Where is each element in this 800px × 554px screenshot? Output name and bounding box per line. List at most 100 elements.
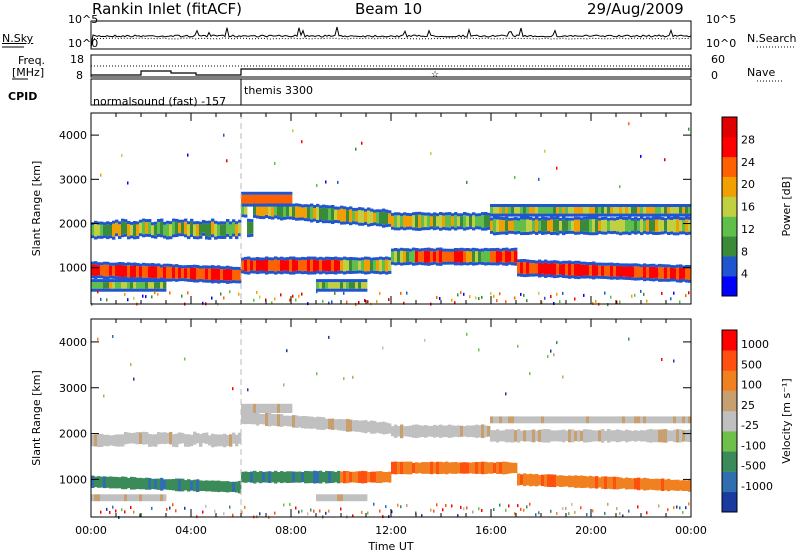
power-cell <box>523 216 527 220</box>
power-heatmap-cells <box>91 122 692 307</box>
power-colorbar-segment <box>722 117 737 138</box>
power-cell <box>247 191 251 195</box>
velocity-cell <box>649 479 653 490</box>
power-cell <box>493 248 497 252</box>
power-cell <box>139 233 143 237</box>
power-cell <box>442 215 446 227</box>
power-cell <box>289 203 293 207</box>
power-cell <box>223 221 227 225</box>
power-cell <box>187 236 191 240</box>
power-cell <box>211 221 215 235</box>
power-cell <box>265 191 269 195</box>
power-cell <box>649 213 653 217</box>
power-cell <box>196 265 200 268</box>
power-cell <box>421 227 425 231</box>
power-cell <box>574 213 578 217</box>
power-cell <box>223 235 227 239</box>
velocity-cell <box>466 462 470 474</box>
velocity-cell <box>505 429 509 443</box>
power-cell <box>601 231 605 235</box>
power-cell <box>598 204 602 207</box>
power-cell <box>430 248 434 252</box>
power-cell <box>331 260 335 272</box>
power-cell <box>184 265 188 269</box>
power-cell <box>406 262 410 266</box>
power-noise-cell <box>265 298 267 302</box>
power-cell <box>571 207 575 214</box>
velocity-cell <box>340 419 344 431</box>
power-cell <box>265 194 269 204</box>
power-cell <box>532 220 536 231</box>
velocity-noise-cell <box>457 514 459 518</box>
power-cell <box>160 267 164 278</box>
power-cell <box>256 191 260 195</box>
velocity-cell <box>376 471 380 483</box>
power-cell <box>298 203 302 207</box>
power-cell <box>688 265 692 268</box>
power-cell <box>316 270 320 274</box>
power-cell <box>250 270 254 274</box>
velocity-cell <box>637 430 641 441</box>
power-cell <box>634 231 638 235</box>
velocity-cell <box>145 494 149 502</box>
velocity-cell <box>643 416 647 424</box>
power-cell <box>547 231 551 235</box>
power-cell <box>601 275 605 279</box>
power-cell <box>220 224 224 236</box>
velocity-noise-cell <box>508 504 510 508</box>
power-noise-cell <box>673 291 675 295</box>
velocity-cell <box>121 476 125 490</box>
velocity-noise-cell <box>214 509 216 513</box>
power-cell <box>244 256 248 260</box>
velocity-cell <box>418 462 422 474</box>
power-cell <box>391 212 395 216</box>
velocity-cell <box>571 416 575 424</box>
power-cell <box>112 265 116 276</box>
velocity-cell <box>367 421 371 433</box>
power-cell <box>676 267 680 280</box>
velocity-noise-cell <box>130 506 132 509</box>
velocity-cell <box>244 411 248 425</box>
power-cell <box>478 251 482 262</box>
power-cell <box>238 280 242 284</box>
power-cell <box>487 215 491 227</box>
velocity-speckle-cell <box>553 353 555 357</box>
power-cell <box>478 213 482 217</box>
power-cell <box>580 275 584 279</box>
power-cell <box>91 288 95 292</box>
power-cell <box>259 191 263 195</box>
power-cell <box>661 217 665 221</box>
power-cell <box>340 208 344 222</box>
velocity-cell <box>295 471 299 483</box>
velocity-cell <box>235 481 239 493</box>
velocity-cell <box>151 478 155 490</box>
power-cell <box>664 217 668 221</box>
velocity-cell <box>541 416 545 424</box>
velocity-cell <box>631 478 635 490</box>
power-cell <box>568 204 572 207</box>
power-cell <box>139 288 143 292</box>
velocity-cell <box>646 429 650 443</box>
power-cell <box>637 217 641 221</box>
velocity-cell <box>496 461 500 474</box>
power-cell <box>202 232 206 236</box>
velocity-cell <box>433 462 437 474</box>
power-cell <box>205 220 209 224</box>
velocity-cell <box>409 425 413 438</box>
power-cell <box>436 213 440 217</box>
power-cell <box>133 224 137 237</box>
power-cell <box>463 248 467 252</box>
power-cell <box>208 265 212 269</box>
power-cell <box>553 260 557 264</box>
power-cell <box>250 222 254 234</box>
power-cell <box>397 251 401 262</box>
power-cell <box>97 265 101 276</box>
power-cell <box>442 248 446 252</box>
power-cell <box>673 219 677 233</box>
velocity-cell <box>667 416 671 424</box>
power-cell <box>634 277 638 281</box>
power-cell <box>334 220 338 223</box>
power-cell <box>274 215 278 219</box>
power-cell <box>676 232 680 236</box>
power-cell <box>421 212 425 216</box>
